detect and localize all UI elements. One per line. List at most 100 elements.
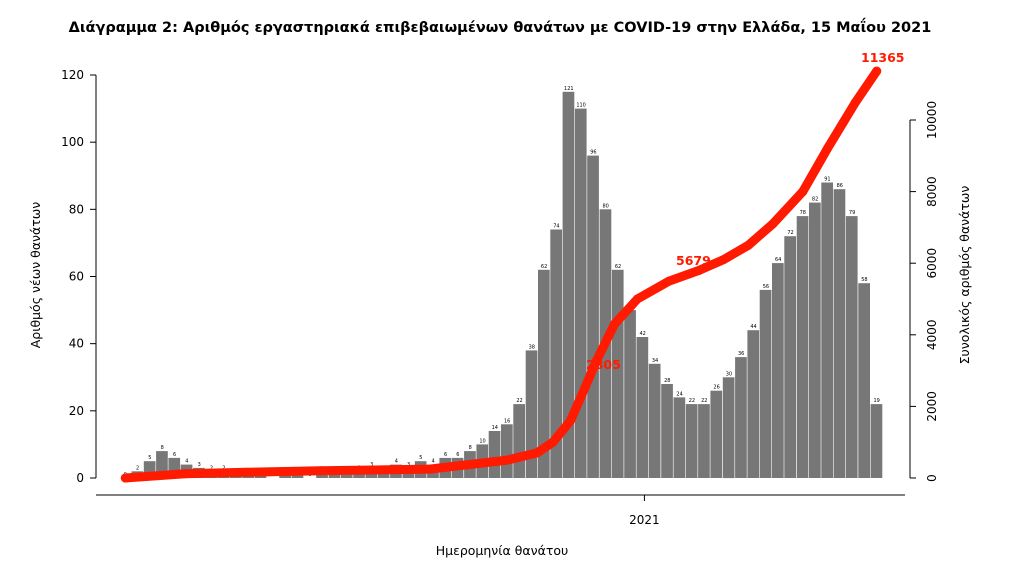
bar-label-2021-03-25: 72 [787, 230, 793, 236]
bar-2020-03-26 [143, 461, 156, 478]
bar-label-2021-05-13: 19 [874, 398, 880, 404]
bar-label-2020-09-10: 6 [444, 452, 447, 458]
x-axis-ticks: 2021 [629, 495, 660, 527]
x-tick-label: 2021 [629, 513, 660, 527]
bar-2020-12-03 [587, 155, 599, 478]
bar-2020-08-06 [377, 471, 390, 478]
bar-label-2020-12-31: 42 [640, 331, 646, 337]
bar-label-2020-03-26: 5 [148, 455, 151, 461]
bar-2020-10-15 [501, 424, 513, 478]
cumulative-point-2021-03-15 [768, 219, 778, 229]
bar-label-2021-03-18: 64 [775, 257, 781, 263]
cumulative-point-2020-04-15 [180, 469, 190, 479]
y-tick-label: 60 [69, 270, 84, 284]
bar-2021-04-29 [845, 216, 858, 478]
bar-2021-01-28 [685, 404, 698, 478]
y-axis-label: Αριθμός νέων θανάτων [28, 202, 43, 349]
bar-label-2020-08-20: 3 [407, 462, 410, 468]
cumulative-point-2020-11-28 [580, 384, 590, 393]
y-tick-label: 20 [69, 404, 84, 418]
cumulative-point-2020-11-10 [548, 437, 558, 447]
bar-2021-03-18 [772, 263, 784, 478]
bar-2020-12-31 [636, 337, 649, 478]
y-tick-label: 40 [69, 337, 84, 351]
y2-tick-label: 8000 [925, 176, 939, 207]
cumulative-point-2020-12-05 [592, 355, 602, 365]
bar-2020-07-09 [328, 474, 341, 478]
bar-2021-04-08 [809, 202, 821, 478]
daily-deaths-bars: 0258643221110110111232435466810141622386… [124, 86, 883, 479]
bar-label-2020-12-10: 80 [603, 203, 609, 209]
bar-2020-04-02 [156, 451, 168, 478]
bar-2020-11-19 [562, 91, 575, 479]
bar-label-2021-04-01: 78 [800, 210, 806, 216]
cumulative-annotation-2: 5679 [676, 253, 711, 268]
y-tick-label: 100 [61, 135, 84, 149]
bar-2020-12-24 [624, 310, 636, 478]
cumulative-point-2021-03-01 [743, 240, 753, 250]
cumulative-point-2020-05-20 [242, 467, 252, 477]
bar-2021-04-15 [821, 182, 833, 478]
cumulative-point-2021-02-15 [719, 255, 729, 265]
bar-2021-05-13 [870, 404, 883, 478]
cumulative-point-2020-03-12 [120, 473, 130, 483]
bar-label-2020-09-17: 6 [456, 452, 459, 458]
bar-label-2020-11-26: 110 [576, 103, 586, 109]
bar-2021-02-25 [735, 357, 747, 478]
bar-label-2020-09-03: 4 [432, 459, 435, 465]
bar-label-2021-01-21: 24 [676, 391, 682, 397]
bar-2020-11-05 [538, 269, 550, 478]
cumulative-point-2020-07-01 [316, 466, 326, 476]
bar-label-2021-04-22: 86 [837, 183, 843, 189]
bar-2021-03-04 [747, 330, 760, 478]
y2-tick-label: 2000 [925, 391, 939, 422]
cumulative-deaths-line [120, 66, 882, 483]
cumulative-point-2021-02-01 [694, 265, 704, 275]
y2-tick-label: 0 [925, 474, 939, 482]
cumulative-point-2020-09-01 [425, 464, 435, 474]
bar-label-2020-12-03: 96 [590, 150, 596, 156]
cumulative-point-2021-05-01 [851, 97, 861, 107]
bar-label-2021-04-08: 82 [812, 197, 818, 203]
y-tick-label: 0 [76, 471, 84, 485]
bar-label-2021-03-11: 56 [763, 284, 769, 290]
bar-2020-07-02 [316, 474, 328, 478]
bar-2020-04-09 [168, 457, 181, 478]
bar-label-2020-04-16: 4 [185, 459, 188, 465]
bar-label-2021-01-28: 22 [689, 398, 695, 404]
bar-label-2021-04-29: 79 [849, 210, 855, 216]
bar-2020-10-29 [525, 350, 538, 478]
bar-label-2020-03-19: 2 [136, 465, 139, 471]
bar-2021-01-14 [661, 384, 673, 478]
y2-tick-label: 4000 [925, 320, 939, 351]
y2-axis-label: Συνολικός αριθμός θανάτων [957, 186, 972, 365]
bar-label-2021-02-04: 22 [701, 398, 707, 404]
cumulative-annotation-1: 2805 [586, 357, 621, 372]
bar-label-2020-10-22: 22 [516, 398, 522, 404]
bar-2021-03-25 [784, 236, 796, 478]
bar-2020-10-08 [488, 431, 501, 478]
bar-label-2020-10-29: 38 [529, 344, 535, 350]
cumulative-point-2021-04-15 [822, 144, 832, 154]
y2-tick-label: 6000 [925, 248, 939, 279]
bar-label-2020-04-30: 2 [210, 465, 213, 471]
cumulative-point-2020-10-15 [502, 455, 512, 465]
bar-label-2020-08-13: 4 [395, 459, 398, 465]
bar-label-2020-10-08: 14 [492, 425, 498, 431]
bar-label-2020-12-17: 62 [615, 264, 621, 270]
cumulative-point-2020-12-28 [632, 294, 642, 304]
cumulative-point-2020-12-15 [610, 319, 619, 329]
bar-label-2020-10-15: 16 [504, 418, 510, 424]
bar-2021-01-21 [673, 397, 686, 478]
bar-2021-02-18 [722, 377, 735, 479]
bar-label-2020-11-05: 62 [541, 264, 547, 270]
bar-label-2021-05-06: 58 [861, 277, 867, 283]
cumulative-line-path [120, 66, 882, 483]
bar-label-2021-04-15: 91 [824, 177, 830, 183]
bar-2021-02-11 [710, 390, 723, 478]
cumulative-point-2021-01-15 [664, 276, 674, 286]
bar-label-2020-07-30: 3 [370, 462, 373, 468]
bar-2021-05-06 [858, 283, 870, 478]
bar-label-2020-11-19: 121 [564, 86, 574, 92]
